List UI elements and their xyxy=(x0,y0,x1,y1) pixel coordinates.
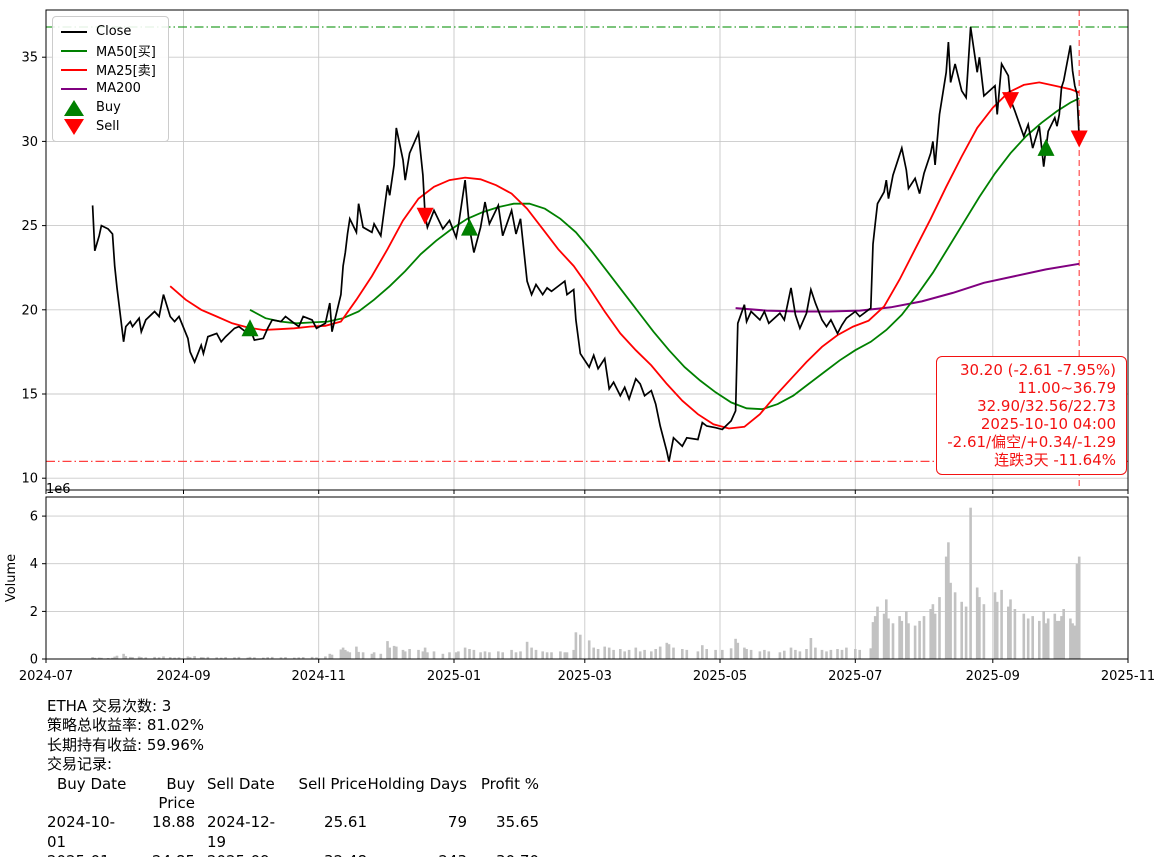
trade-cell: 35.65 xyxy=(496,813,539,832)
chart-legend: Close MA50[买] MA25[卖] MA200 Buy Sell xyxy=(52,16,169,142)
volume-tick-label: 4 xyxy=(30,557,38,572)
price-tick-label: 15 xyxy=(21,388,38,403)
summary-trade-log-title: 交易记录: xyxy=(47,755,113,774)
trade-cell: 2024-12-19 xyxy=(207,813,276,851)
legend-label: Buy xyxy=(96,100,121,115)
annotation-line: 30.20 (-2.61 -7.95%) xyxy=(959,361,1116,379)
x-tick-label: 2025-05 xyxy=(693,669,747,684)
legend-line-swatch xyxy=(61,49,87,52)
x-tick-label: 2024-09 xyxy=(156,669,210,684)
legend-label: MA200 xyxy=(96,81,141,96)
annotation-line: 11.00~36.79 xyxy=(1017,379,1116,397)
volume-tick-label: 6 xyxy=(30,510,38,525)
buy-triangle-icon xyxy=(61,99,87,117)
legend-item-ma50-: MA50[买] xyxy=(61,41,156,60)
annotation-line: 2025-10-10 04:00 xyxy=(980,415,1116,433)
price-tick-label: 30 xyxy=(21,135,38,150)
ma200-line xyxy=(735,262,1080,313)
trade-cell: Sell Date xyxy=(207,774,275,793)
x-tick-label: 2024-07 xyxy=(19,669,73,684)
summary-symbol-trade-count: ETHA 交易次数: 3 xyxy=(47,697,172,715)
x-tick-label: 2025-11 xyxy=(1101,669,1155,684)
price-volume-chart: 2024-07 2024-09 2024-11 2025-01 2025-03 2025-… xyxy=(4,9,1155,684)
trade-row: 2025-01-0824.852025-09-0932.4824330.70 xyxy=(47,852,539,857)
sell-marker xyxy=(1070,130,1088,148)
summary-buyhold-return: 长期持有收益: 59.96% xyxy=(47,735,205,754)
volume-tick-label: 0 xyxy=(30,653,38,668)
x-tick-label: 2025-07 xyxy=(828,669,882,684)
summary-strategy-return: 策略总收益率: 81.02% xyxy=(47,716,205,735)
trade-cell: 30.70 xyxy=(467,852,539,857)
trade-cell: 2024-10-01 xyxy=(47,813,116,851)
volume-axis-title: Volume xyxy=(4,554,19,602)
legend-label: MA50[买] xyxy=(96,45,156,60)
legend-line-swatch xyxy=(61,30,87,33)
trade-cell: 2025-01-08 xyxy=(47,852,131,857)
sell-triangle-icon xyxy=(61,118,87,136)
ma25-line xyxy=(169,81,1080,430)
ma50-line xyxy=(249,97,1080,411)
buy-marker xyxy=(1037,138,1055,156)
trade-cell: 2025-09-09 xyxy=(195,852,293,857)
x-tick-label: 2025-01 xyxy=(427,669,481,684)
legend-item-close: Close xyxy=(61,22,156,41)
strategy-summary: ETHA 交易次数: 3 策略总收益率: 81.02% 长期持有收益: 59.9… xyxy=(47,697,539,857)
last-bar-annotation-box: 30.20 (-2.61 -7.95%) 11.00~36.79 32.90/32.… xyxy=(936,356,1127,475)
sell-marker xyxy=(1002,92,1019,110)
volume-tick-label: 2 xyxy=(30,605,38,620)
legend-label: MA25[卖] xyxy=(96,64,156,79)
volume-offset-label: 1e6 xyxy=(46,482,71,497)
trade-cell: 79 xyxy=(447,813,467,832)
x-tick-label: 2025-09 xyxy=(966,669,1020,684)
legend-item-sell: Sell xyxy=(61,117,156,136)
legend-label: Sell xyxy=(96,119,120,134)
trade-cell: 25.61 xyxy=(324,813,367,832)
trade-cell: 24.85 xyxy=(131,852,195,857)
trade-cell: Holding Days xyxy=(367,774,467,793)
legend-item-buy: Buy xyxy=(61,98,156,117)
buy-marker xyxy=(461,218,478,236)
trade-cell: Sell Price xyxy=(298,774,367,793)
x-tick-label: 2025-03 xyxy=(558,669,612,684)
trade-row: 2024-10-01 18.88 2024-12-19 25.61 79 35.65 xyxy=(47,813,539,852)
sell-marker xyxy=(416,207,434,225)
trade-cell: 32.48 xyxy=(293,852,367,857)
legend-item-ma200: MA200 xyxy=(61,79,156,98)
price-tick-label: 20 xyxy=(21,303,38,318)
volume-bars xyxy=(91,507,1081,660)
annotation-line: 连跌3天 -11.64% xyxy=(994,451,1116,469)
trade-cell: Buy Price xyxy=(158,774,195,813)
trades-table: Buy Date Buy Price Sell Date Sell Price Hold… xyxy=(47,775,539,857)
annotation-line: 32.90/32.56/22.73 xyxy=(977,397,1116,415)
price-tick-label: 10 xyxy=(21,472,38,487)
price-tick-label: 35 xyxy=(21,51,38,66)
volume-axes-box xyxy=(45,496,1129,660)
price-axes-box xyxy=(45,9,1129,491)
legend-item-ma25-: MA25[卖] xyxy=(61,60,156,79)
price-tick-label: 25 xyxy=(21,219,38,234)
annotation-line: -2.61/偏空/+0.34/-1.29 xyxy=(947,433,1116,451)
trades-header-row: Buy Date Buy Price Sell Date Sell Price Hold… xyxy=(47,775,539,814)
trade-cell: 18.88 xyxy=(152,813,195,832)
trade-cell: Profit % xyxy=(480,774,539,793)
trade-cell: Buy Date xyxy=(57,774,127,793)
trade-cell: 243 xyxy=(367,852,467,857)
buy-marker xyxy=(241,319,259,337)
legend-line-swatch xyxy=(61,68,87,71)
x-tick-label: 2024-11 xyxy=(292,669,346,684)
legend-line-swatch xyxy=(61,87,87,90)
legend-label: Close xyxy=(96,24,132,39)
